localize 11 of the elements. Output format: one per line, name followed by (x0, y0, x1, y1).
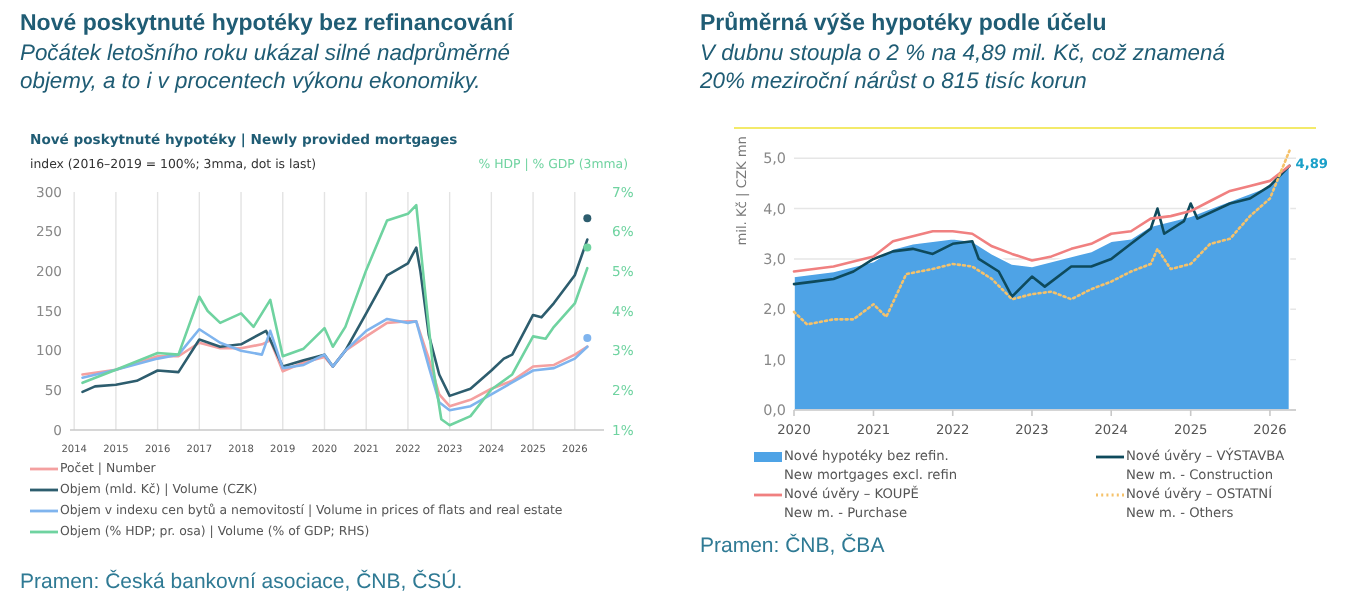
chart-title: Průměrná výše hypotéky podle účelu (700, 10, 1107, 36)
line-series (792, 164, 1291, 273)
chart-subtitle: Počátek letošního roku ukázal silné nadprůměrné objemy, a to i v procentech výkonu ekonomiky. (20, 40, 511, 94)
chart-subtitle: V dubnu stoupla o 2 % na 4,89 mil. Kč, což znamená 20% meziroční nárůst o 815 tisíc korun (698, 42, 1225, 94)
line-series (792, 164, 1291, 298)
line-series (81, 203, 589, 427)
line-series (81, 238, 589, 398)
text: Pramen: ČNB, ČBA (700, 532, 885, 558)
chart-title: Nové poskytnuté hypotéky bez refinancování (20, 12, 515, 36)
text: Pramen: Česká bankovní asociace, ČNB, ČSÚ. (20, 568, 463, 594)
line-series (792, 149, 1291, 326)
